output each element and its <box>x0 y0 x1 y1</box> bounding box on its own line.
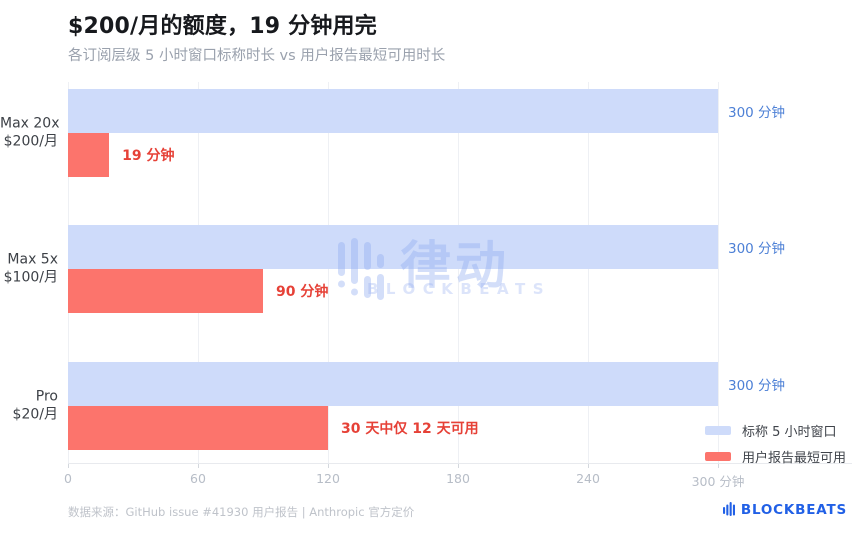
bar-value-label: 19 分钟 <box>122 148 175 164</box>
data-source-note: 数据来源：GitHub issue #41930 用户报告 | Anthropi… <box>68 505 415 519</box>
axis-tick <box>458 463 459 468</box>
bar-value-label: 30 天中仅 12 天可用 <box>341 421 479 437</box>
legend-swatch <box>705 426 731 435</box>
blockbeats-logo: BLOCKBEATS <box>722 501 847 518</box>
reported-bar <box>68 269 263 313</box>
bar-value-label: 300 分钟 <box>728 378 786 394</box>
gridline <box>718 82 719 463</box>
axis-tick <box>68 463 69 468</box>
nominal-bar <box>68 89 718 133</box>
chart-row: 300 分钟 30 天中仅 12 天可用 <box>68 362 785 450</box>
blockbeats-logo-text: BLOCKBEATS <box>740 501 847 518</box>
page-title: $200/月的额度，19 分钟用完 <box>68 14 377 39</box>
x-tick-label: 300 分钟 <box>691 474 745 489</box>
x-tick-label: 180 <box>446 471 470 486</box>
legend-label: 标称 5 小时窗口 <box>742 425 837 440</box>
chart-row: 300 分钟 19 分钟 <box>68 89 785 177</box>
axis-tick <box>718 463 719 468</box>
category-label: Pro $20/月 <box>12 388 58 423</box>
nominal-bar <box>68 225 718 269</box>
bar-value-label: 90 分钟 <box>276 284 329 300</box>
nominal-bar-track: 300 分钟 <box>68 362 785 406</box>
reported-bar <box>68 406 328 450</box>
x-tick-label: 60 <box>190 471 206 486</box>
legend-label: 用户报告最短可用 <box>742 451 847 466</box>
axis-tick <box>328 463 329 468</box>
reported-bar-track: 30 天中仅 12 天可用 <box>68 406 718 450</box>
reported-bar-track: 90 分钟 <box>68 269 718 313</box>
x-axis-line <box>68 463 852 464</box>
category-label: Max 5x $100/月 <box>3 251 58 286</box>
x-tick-label: 240 <box>576 471 600 486</box>
nominal-bar-track: 300 分钟 <box>68 225 785 269</box>
bar-value-label: 300 分钟 <box>728 241 786 257</box>
legend: 标称 5 小时窗口 用户报告最短可用 <box>705 421 846 473</box>
category-label: Max 20x $200/月 <box>0 115 60 150</box>
reported-bar-track: 19 分钟 <box>68 133 718 177</box>
x-tick-label: 120 <box>316 471 340 486</box>
plot-area: 0 60 120 180 240 300 分钟 300 分钟 19 分钟 300 分钟 90 分钟… <box>64 82 785 489</box>
nominal-bar-track: 300 分钟 <box>68 89 785 133</box>
gridline <box>588 82 589 463</box>
reported-bar <box>68 133 110 177</box>
axis-tick <box>588 463 589 468</box>
legend-item: 标称 5 小时窗口 <box>705 421 846 440</box>
x-tick-label: 0 <box>64 471 72 486</box>
legend-swatch <box>705 452 731 461</box>
bar-value-label: 300 分钟 <box>728 105 786 121</box>
chart-row: 300 分钟 90 分钟 <box>68 225 785 313</box>
gridline <box>328 82 329 463</box>
legend-item: 用户报告最短可用 <box>705 447 846 466</box>
gridline <box>458 82 459 463</box>
nominal-bar <box>68 362 718 406</box>
page-subtitle: 各订阅层级 5 小时窗口标称时长 vs 用户报告最短可用时长 <box>68 48 446 64</box>
axis-tick <box>198 463 199 468</box>
blockbeats-logo-icon <box>722 502 735 516</box>
